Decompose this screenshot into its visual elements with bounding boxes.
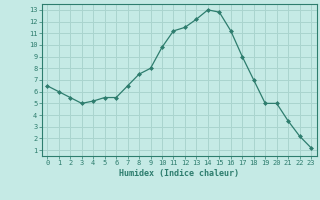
X-axis label: Humidex (Indice chaleur): Humidex (Indice chaleur): [119, 169, 239, 178]
